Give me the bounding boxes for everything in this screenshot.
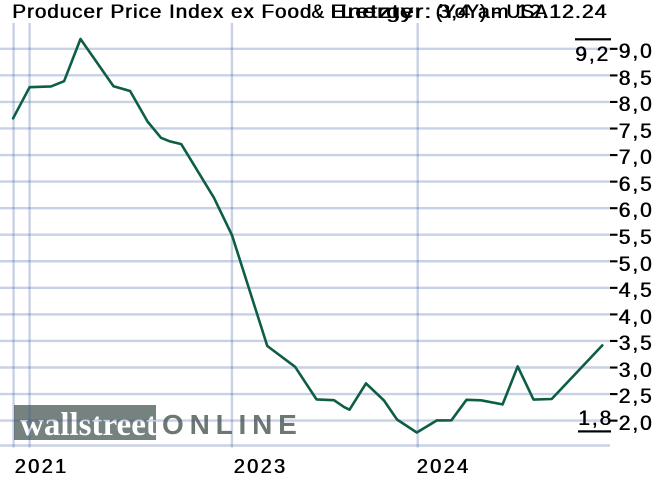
svg-text:ONLINE: ONLINE — [162, 409, 303, 440]
svg-text:wallstreet: wallstreet — [20, 407, 157, 443]
